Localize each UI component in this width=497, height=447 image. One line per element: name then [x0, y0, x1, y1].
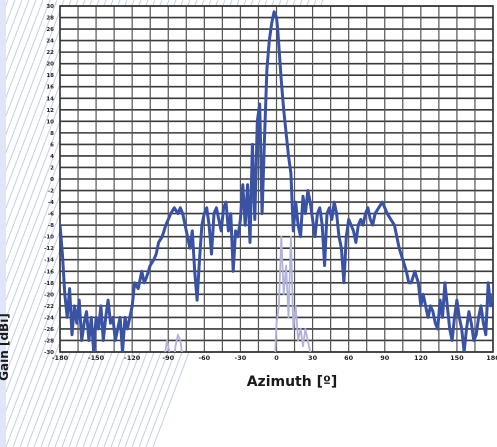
x-tick-label: 150: [450, 354, 464, 362]
stripe-edge: [0, 0, 6, 447]
x-tick-label: 0: [274, 354, 279, 362]
y-tick-label: -12: [44, 246, 54, 252]
stripe-line: [0, 0, 51, 133]
series-layer: [60, 10, 493, 352]
y-tick-label: 16: [46, 85, 54, 91]
stripe-line: [0, 0, 72, 189]
y-tick-label: 4: [50, 154, 54, 160]
x-tick-label: -30: [235, 354, 247, 362]
y-tick-label: 10: [46, 119, 54, 125]
x-tick-label: -60: [198, 354, 210, 362]
y-tick-label: 20: [46, 62, 54, 68]
y-tick-label: -10: [44, 235, 54, 241]
y-tick-label: 6: [50, 142, 54, 148]
x-tick-label: -150: [88, 354, 105, 362]
y-tick-label: 0: [50, 177, 54, 183]
x-tick-label: -90: [162, 354, 174, 362]
y-axis-label: Gain [dBi]: [0, 313, 11, 381]
y-tick-label: 26: [46, 27, 54, 33]
x-tick-labels: -180 -150 -120 -90 -60 -30 0 30 60 90 120 150 180: [52, 354, 497, 362]
y-tick-label: 24: [46, 39, 54, 45]
y-tick-label: 28: [46, 16, 54, 22]
y-tick-label: 22: [46, 50, 54, 56]
stripe-line: [0, 0, 79, 207]
y-tick-label: -2: [48, 189, 54, 195]
plot-border: [59, 5, 494, 353]
y-tick-label: -18: [44, 281, 54, 287]
x-tick-label: -180: [52, 354, 69, 362]
y-tick-label: 18: [46, 73, 54, 79]
y-tick-label: -14: [44, 258, 54, 264]
x-tick-label: 60: [344, 354, 354, 362]
x-tick-label: -120: [124, 354, 141, 362]
y-tick-label: -30: [44, 350, 54, 356]
y-tick-label: -20: [44, 292, 54, 298]
stripe-line: [0, 0, 37, 97]
y-tick-label: 12: [46, 108, 54, 114]
x-tick-label: 120: [414, 354, 428, 362]
x-tick-label: 30: [308, 354, 318, 362]
chart-grid: [59, 5, 494, 353]
stripe-line: [0, 0, 65, 170]
y-tick-label: -16: [44, 269, 54, 275]
y-tick-label: 14: [46, 96, 54, 102]
y-tick-labels: -30-28-26-24-22-20-18-16-14-12-10-8-6-4-…: [44, 4, 54, 356]
y-tick-label: -6: [48, 212, 54, 218]
y-tick-label: 30: [46, 4, 54, 10]
y-tick-label: -24: [44, 315, 54, 321]
y-tick-label: -4: [48, 200, 54, 206]
stripe-line: [0, 0, 44, 115]
y-tick-label: -8: [48, 223, 54, 229]
x-axis-label: Azimuth [º]: [246, 374, 338, 390]
y-tick-label: -22: [44, 304, 54, 310]
x-tick-label: 180: [486, 354, 497, 362]
stripe-line: [0, 0, 86, 225]
x-tick-label: 90: [380, 354, 390, 362]
secondary-series-line: [164, 235, 312, 352]
y-tick-label: 8: [50, 131, 54, 137]
y-tick-label: 2: [50, 165, 54, 171]
stripe-line: [0, 0, 58, 152]
gain-series-line: [60, 10, 493, 352]
y-tick-label: -28: [44, 338, 54, 344]
y-tick-label: -26: [44, 327, 54, 333]
